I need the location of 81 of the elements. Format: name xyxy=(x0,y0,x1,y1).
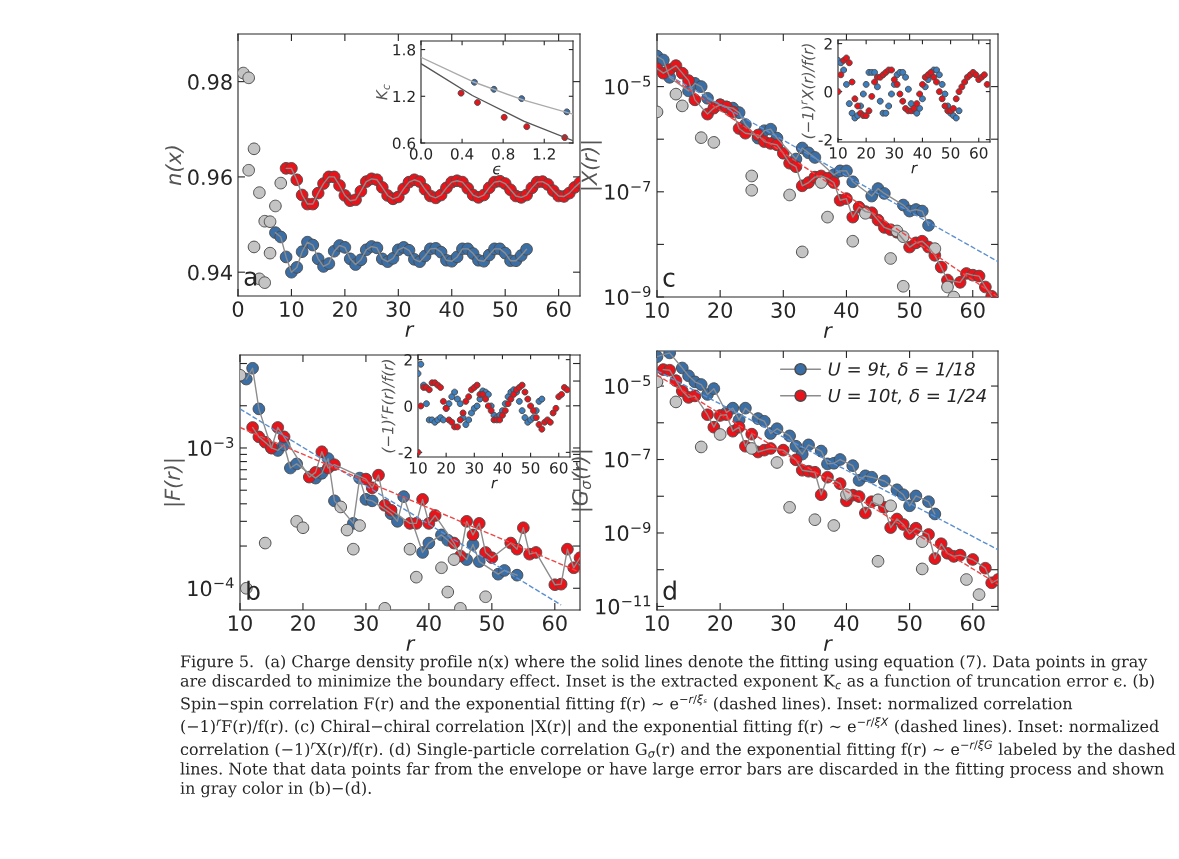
y-tick-label: 10$^{−3}$ xyxy=(188,436,234,457)
x-tick-label: 40 xyxy=(834,615,859,631)
x-tick-label: 40 xyxy=(439,301,464,317)
y-tick-label: 10$^{−4}$ xyxy=(188,577,234,597)
annotation: d xyxy=(663,580,676,600)
annotation: c xyxy=(663,272,675,287)
x-tick-label: 50 xyxy=(942,147,960,159)
y-tick-label: 0.98 xyxy=(188,74,232,90)
x-tick-label: 0.4 xyxy=(450,148,474,160)
y-axis-title: |X(r)| xyxy=(580,141,602,190)
x-tick-label: 20 xyxy=(708,302,733,318)
text: Figure 5. (a) Charge density profile n(x) where the solid lines denote the fitting using equation (7). Data points in gray are discarded to minimize the boundary effect. Inset is the extracted exponent K$_{c}$ as a function of truncation error ϵ. (b) Spin−spin correlation F(r) and the exponential fitting f(r) ∼ e$^{−r/ξₛ}$ (dashed lines). Inset: normalized correlation (−1)$^{r}$F(r)/f(r). (c) Chiral−chiral correlation |X(r)| and the exponential fitting f(r) ∼ e$^{−r/ξX}$ (dashed lines). Inset: normalized correlation (−1)$^{r}$X(r)/f(r). (d) Single-particle correlation G$_{σ}$(r) and the exponential fitting f(r) ∼ e$^{−r/ξG}$ labeled by the dashed lines. Note that data points far from the envelope or have large error bars are discarded in the fitting process and shown in gray color in (b)−(d). xyxy=(180,655,1176,798)
y-tick-label: 1.8 xyxy=(393,44,416,56)
x-tick-label: 0.0 xyxy=(409,148,433,160)
x-tick-label: 50 xyxy=(522,462,540,474)
x-axis-title: ϵ xyxy=(493,165,501,175)
y-tick-label: 0 xyxy=(824,86,833,98)
x-tick-label: 40 xyxy=(493,462,512,474)
y-tick-label: 10$^{−7}$ xyxy=(605,180,651,200)
y-tick-label: 10$^{−9}$ xyxy=(605,521,651,542)
y-tick-label: 2 xyxy=(824,38,832,50)
y-tick-label: 2 xyxy=(404,354,412,366)
legend-label: U = 9t, δ = 1/18 xyxy=(828,362,975,378)
x-tick-label: 20 xyxy=(437,462,455,474)
y-tick-label: 1.2 xyxy=(393,90,415,103)
y-tick-label: 10$^{−5}$ xyxy=(605,375,651,395)
x-tick-label: 30 xyxy=(386,301,411,317)
y-tick-label: 0 xyxy=(404,400,413,413)
x-tick-label: 20 xyxy=(291,615,315,631)
x-tick-label: 30 xyxy=(771,302,796,318)
x-tick-label: 20 xyxy=(333,301,357,317)
x-tick-label: 0 xyxy=(232,301,244,317)
x-axis-title: r xyxy=(823,639,833,651)
x-tick-label: 50 xyxy=(480,615,504,631)
y-tick-label: -2 xyxy=(818,134,832,146)
x-tick-label: 60 xyxy=(550,462,568,474)
y-axis-title: |G$_{σ}$(r)| xyxy=(571,450,593,511)
x-tick-label: 50 xyxy=(897,302,922,318)
x-tick-label: 60 xyxy=(960,302,985,318)
x-tick-label: 10 xyxy=(646,615,669,631)
annotation: a xyxy=(244,271,257,286)
x-tick-label: 60 xyxy=(970,147,988,159)
x-tick-label: 20 xyxy=(857,147,875,159)
x-tick-label: 50 xyxy=(897,615,922,631)
x-axis-title: r xyxy=(405,325,415,337)
y-tick-label: 10$^{−7}$ xyxy=(605,448,651,468)
x-tick-label: 30 xyxy=(771,615,796,631)
x-axis-title: r xyxy=(823,326,833,338)
x-tick-label: 40 xyxy=(416,615,441,631)
x-axis-title: r xyxy=(406,639,416,651)
x-tick-label: 30 xyxy=(465,462,483,474)
y-axis-title: K$_{c}$ xyxy=(376,84,390,100)
x-tick-label: 60 xyxy=(546,301,571,317)
y-axis-title: (−1)$^{r}$X(r)/f(r) xyxy=(801,44,816,139)
y-axis-title: (−1)$^{r}$F(r)/f(r) xyxy=(381,360,396,453)
x-tick-label: 30 xyxy=(885,147,903,159)
x-tick-label: 10 xyxy=(409,462,427,474)
x-tick-label: 30 xyxy=(354,615,378,631)
x-axis-title: r xyxy=(491,479,498,489)
y-axis-title: |F(r)| xyxy=(163,459,185,506)
x-tick-label: 60 xyxy=(960,615,985,631)
x-tick-label: 0.8 xyxy=(492,148,515,160)
x-tick-label: 10 xyxy=(280,301,304,317)
y-tick-label: 10$^{−5}$ xyxy=(605,75,651,95)
y-tick-label: 10$^{−11}$ xyxy=(596,595,651,615)
x-tick-label: 1.2 xyxy=(533,148,555,160)
x-axis-title: r xyxy=(911,164,918,174)
x-tick-label: 10 xyxy=(229,615,252,631)
x-tick-label: 10 xyxy=(829,147,847,159)
x-tick-label: 20 xyxy=(708,615,733,631)
y-tick-label: 0.94 xyxy=(188,264,232,281)
x-tick-label: 60 xyxy=(543,615,567,631)
annotation: b xyxy=(247,580,260,601)
y-tick-label: 0.96 xyxy=(188,169,232,186)
x-tick-label: 50 xyxy=(493,301,518,317)
y-axis-title: n(x) xyxy=(165,146,184,186)
x-tick-label: 40 xyxy=(834,302,859,318)
x-tick-label: 40 xyxy=(913,147,932,159)
y-tick-label: -2 xyxy=(398,446,412,459)
legend-label: U = 10t, δ = 1/24 xyxy=(828,388,986,405)
x-tick-label: 10 xyxy=(646,302,669,318)
